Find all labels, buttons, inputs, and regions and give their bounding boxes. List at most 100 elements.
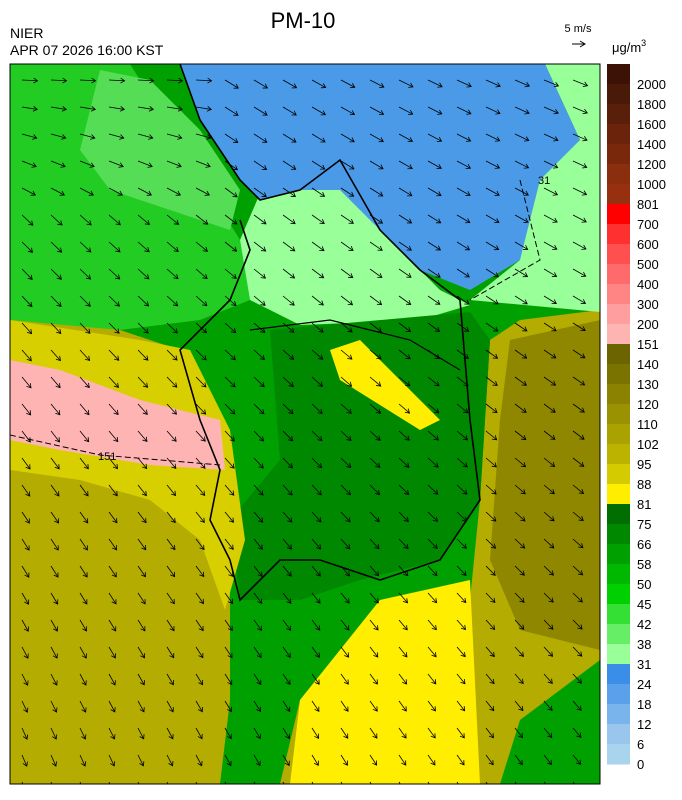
wind-arrow — [195, 322, 208, 334]
wind-arrow — [50, 160, 66, 168]
wind-arrow — [311, 295, 324, 306]
colorbar-label: 31 — [637, 657, 651, 672]
wind-arrow — [369, 349, 382, 360]
colorbar-swatch — [607, 404, 630, 425]
wind-arrow — [50, 619, 58, 632]
wind-arrow — [166, 457, 177, 469]
wind-arrow — [108, 268, 121, 280]
colorbar-label: 200 — [637, 317, 659, 332]
wind-arrow — [195, 214, 209, 225]
wind-arrow — [50, 457, 60, 470]
wind-arrow — [456, 727, 465, 739]
wind-arrow — [108, 187, 123, 196]
wind-arrow — [137, 106, 155, 112]
wind-arrow — [369, 511, 380, 523]
wind-arrow — [485, 214, 500, 223]
wind-arrow — [543, 619, 554, 630]
wind-arrow — [195, 376, 207, 388]
wind-arrow — [572, 754, 582, 766]
wind-arrow — [485, 160, 501, 169]
wind-arrow — [572, 565, 584, 576]
wind-arrow — [166, 484, 177, 497]
wind-arrow — [195, 673, 204, 686]
wind-arrow — [398, 646, 408, 658]
wind-arrow — [427, 268, 441, 278]
wind-arrow — [543, 727, 553, 739]
wind-arrow — [282, 79, 298, 89]
coastline — [179, 64, 481, 602]
wind-arrow — [485, 592, 496, 603]
wind-arrow — [79, 484, 89, 497]
wind-arrow — [253, 241, 267, 252]
wind-arrow — [166, 295, 179, 307]
colorbar-label: 42 — [637, 617, 651, 632]
wind-arrow — [543, 484, 555, 495]
wind-arrow — [514, 457, 527, 468]
wind-arrow — [137, 646, 146, 659]
wind-arrow — [253, 727, 261, 740]
wind-arrow — [543, 322, 557, 332]
wind-arrow — [137, 160, 153, 168]
wind-arrow — [224, 511, 235, 523]
wind-arrow — [340, 592, 350, 604]
wind-arrow — [253, 322, 266, 333]
colorbar-label: 6 — [637, 737, 644, 752]
wind-arrow — [398, 295, 412, 305]
colorbar-swatch — [607, 524, 630, 545]
wind-arrow — [253, 160, 268, 170]
wind-arrow — [166, 268, 179, 280]
wind-arrow — [514, 727, 524, 739]
colorbar-label: 66 — [637, 537, 651, 552]
colorbar-swatch — [607, 64, 630, 85]
unit-text: μg/m — [612, 40, 641, 55]
wind-arrow — [50, 538, 59, 551]
wind-arrow — [398, 376, 411, 387]
colorbar-label: 75 — [637, 517, 651, 532]
colorbar-swatch — [607, 724, 630, 745]
wind-arrow — [456, 457, 468, 468]
wind-arrow — [514, 592, 525, 603]
wind-arrow — [224, 457, 235, 469]
wind-arrow — [340, 484, 351, 496]
wind-arrow — [485, 673, 495, 685]
wind-arrow — [514, 160, 530, 169]
wind-arrow — [514, 187, 529, 196]
field-green — [500, 660, 600, 784]
wind-arrow — [137, 77, 155, 84]
wind-arrow — [166, 106, 184, 112]
map-frame — [9, 63, 601, 785]
wind-arrow — [514, 403, 527, 413]
wind-arrow — [340, 403, 352, 414]
colorbar-swatch — [607, 284, 630, 305]
wind-arrow — [340, 295, 354, 306]
wind-arrow — [572, 646, 583, 657]
wind-arrow — [427, 187, 442, 197]
wind-arrow — [369, 430, 381, 441]
wind-arrow — [543, 673, 553, 684]
wind-arrow — [311, 430, 323, 442]
wind-arrow — [137, 133, 154, 140]
colorbar-swatch — [607, 364, 630, 385]
wind-arrow — [282, 727, 290, 740]
wind-arrow — [166, 187, 181, 196]
colorbar: 2000180016001400120010008017006005004003… — [607, 64, 666, 772]
wind-arrow — [21, 484, 31, 497]
wind-arrow — [572, 160, 588, 169]
wind-arrow — [427, 592, 438, 604]
wind-arrow — [514, 430, 527, 441]
wind-arrow — [369, 700, 378, 712]
wind-arrow — [543, 268, 558, 277]
wind-arrow — [21, 538, 30, 551]
wind-arrow — [282, 133, 297, 143]
wind-arrow — [456, 214, 471, 224]
wind-arrow — [21, 457, 31, 470]
wind-arrow — [543, 538, 555, 549]
wind-arrow — [398, 133, 414, 143]
wind-arrow — [369, 754, 378, 766]
wind-arrow — [427, 754, 436, 766]
wind-arrow — [224, 565, 234, 578]
wind-arrow — [572, 673, 582, 684]
wind-arrow — [21, 700, 29, 713]
wind-arrow — [50, 349, 61, 362]
wind-arrow — [311, 619, 321, 631]
